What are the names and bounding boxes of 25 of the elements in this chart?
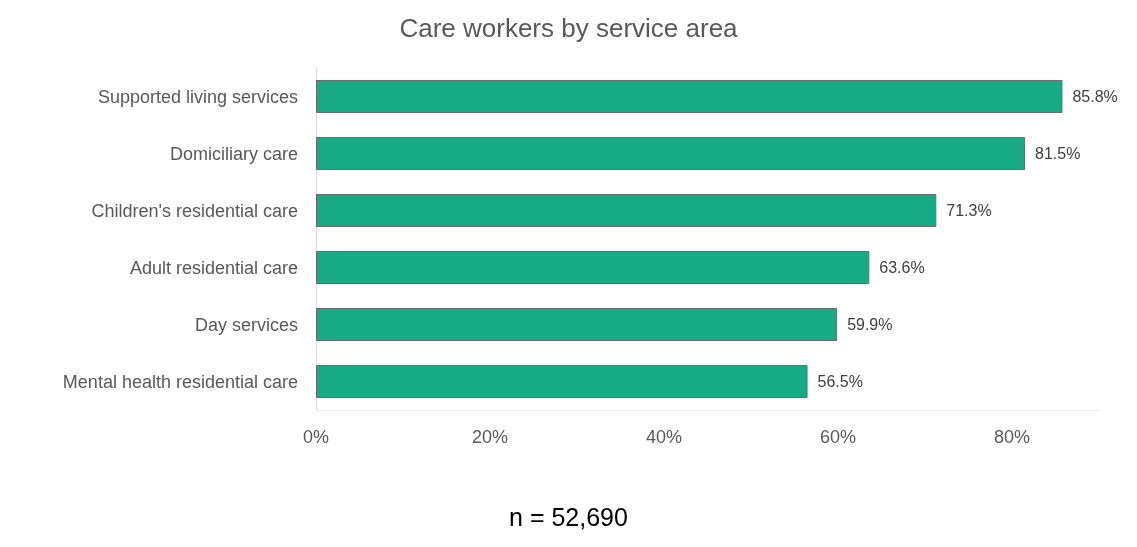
bar — [316, 79, 1063, 114]
data-label: 81.5% — [1035, 145, 1081, 162]
x-tick-label: 0% — [302, 427, 330, 447]
data-label: 63.6% — [879, 259, 925, 276]
y-tick-label: Mental health residential care — [62, 371, 298, 392]
x-tick-label: 80% — [993, 427, 1031, 447]
data-label: 85.8% — [1072, 88, 1118, 105]
bar — [316, 364, 808, 399]
data-label: 56.5% — [817, 373, 863, 390]
chart-title: Care workers by service area — [399, 13, 739, 43]
y-tick-label: Children's residential care — [91, 200, 298, 221]
bar — [316, 307, 838, 342]
x-tick-label: 60% — [819, 427, 857, 447]
y-tick-label: Adult residential care — [129, 257, 298, 278]
y-tick-label: Supported living services — [97, 86, 298, 107]
text: n = 52,690 — [509, 502, 628, 531]
x-tick-label: 40% — [645, 427, 683, 447]
data-label: 71.3% — [946, 202, 992, 219]
y-tick-label: Day services — [194, 314, 298, 335]
bar — [316, 250, 870, 285]
y-tick-label: Domiciliary care — [169, 143, 298, 164]
data-label: 59.9% — [847, 316, 893, 333]
bar — [316, 136, 1026, 171]
x-tick-label: 20% — [471, 427, 509, 447]
bar — [316, 193, 937, 228]
